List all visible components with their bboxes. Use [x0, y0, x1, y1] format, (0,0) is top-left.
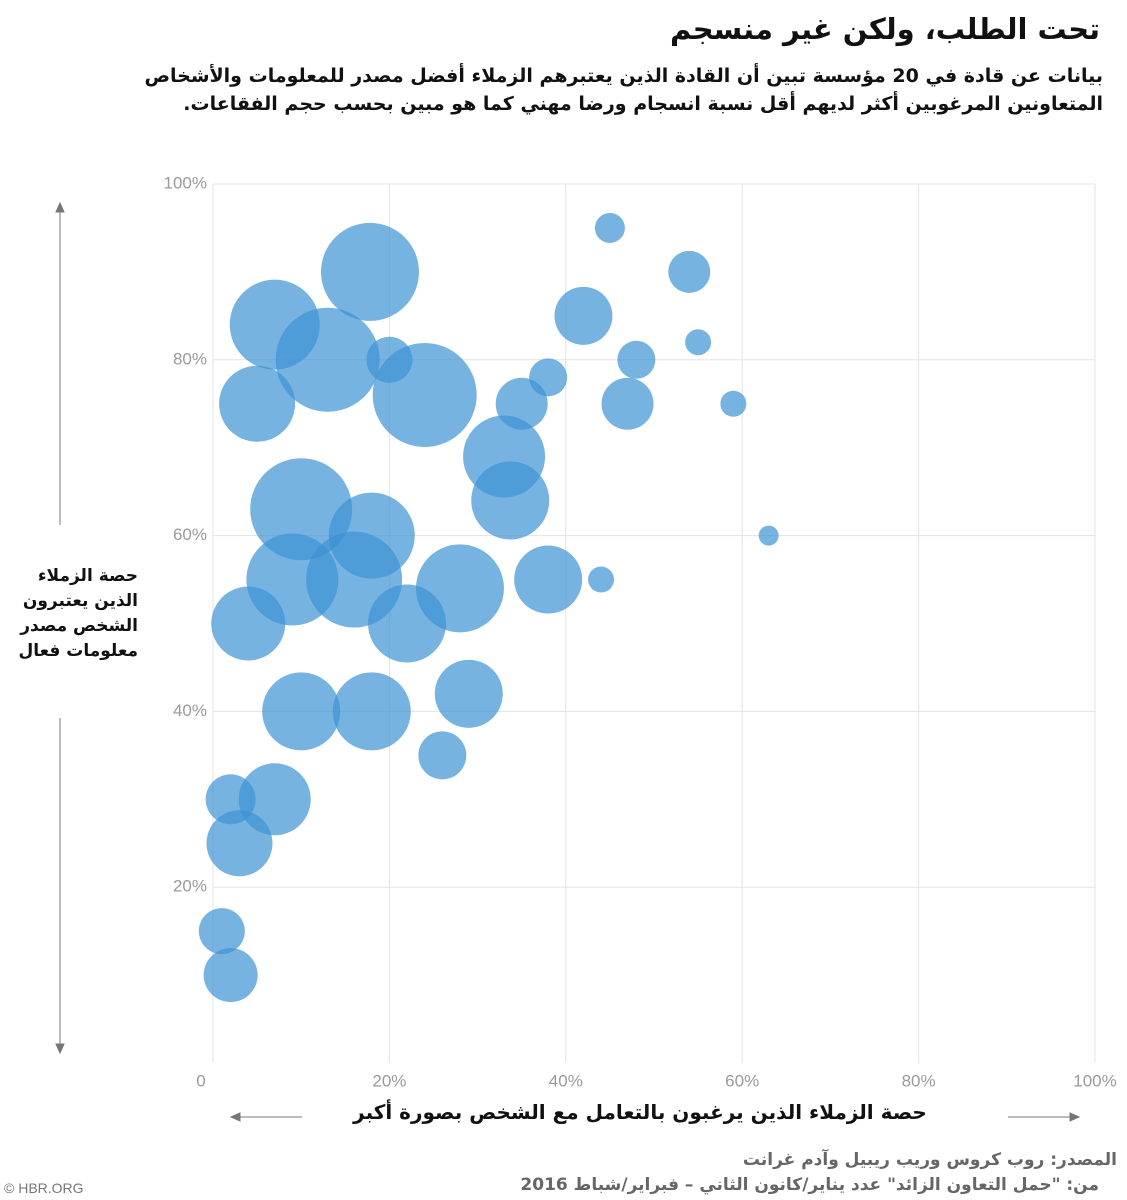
bubble: [434, 659, 503, 728]
bubble: [720, 390, 747, 417]
bubble: [211, 586, 286, 661]
bubble: [198, 908, 245, 955]
bubble: [203, 948, 258, 1003]
y-tick-label: 80%: [173, 349, 207, 368]
source-detail: من: "حمل التعاون الزائد" عدد يناير/كانون…: [520, 1175, 1099, 1195]
bubble: [514, 545, 583, 614]
bubble: [206, 810, 273, 877]
x-tick-label: 40%: [549, 1071, 583, 1090]
bubble: [250, 458, 353, 561]
chart-subtitle: بيانات عن قادة في 20 مؤسسة تبين أن القاد…: [144, 65, 1103, 115]
x-tick-label: 100%: [1073, 1071, 1116, 1090]
bubble: [668, 250, 711, 293]
bubble: [219, 365, 296, 442]
y-axis-label: حصة الزملاء الذين يعتبرون الشخص مصدر معل…: [18, 566, 139, 661]
bubble: [471, 461, 550, 540]
x-tick-label: 80%: [902, 1071, 936, 1090]
bubble: [275, 307, 380, 412]
credit: © HBR.ORG: [4, 1180, 84, 1196]
y-tick-label: 100%: [164, 173, 207, 192]
bubble: [554, 286, 613, 345]
axis-arrows: [55, 201, 1081, 1122]
bubble: [685, 329, 712, 356]
y-tick-label: 20%: [173, 877, 207, 896]
bubble: [758, 525, 779, 546]
x-tick-label: 0: [196, 1071, 205, 1090]
bubble: [617, 340, 656, 379]
source: المصدر: روب كروس وريب ريبيل وآدم غرانت: [742, 1150, 1117, 1170]
bubble: [368, 584, 447, 663]
x-tick-label: 60%: [725, 1071, 759, 1090]
bubble: [418, 731, 467, 780]
bubble: [262, 672, 341, 751]
bubble: [601, 377, 654, 430]
y-tick-label: 40%: [173, 701, 207, 720]
bubble: [320, 222, 419, 321]
bubble: [594, 212, 625, 243]
x-tick-label: 20%: [372, 1071, 406, 1090]
bubble: [332, 672, 411, 751]
bubble: [588, 566, 615, 593]
y-tick-label: 60%: [173, 525, 207, 544]
chart-title: تحت الطلب، ولكن غير منسجم: [669, 12, 1100, 46]
x-axis-label: حصة الزملاء الذين يرغبون بالتعامل مع الش…: [353, 1100, 927, 1124]
bubble: [372, 342, 477, 447]
